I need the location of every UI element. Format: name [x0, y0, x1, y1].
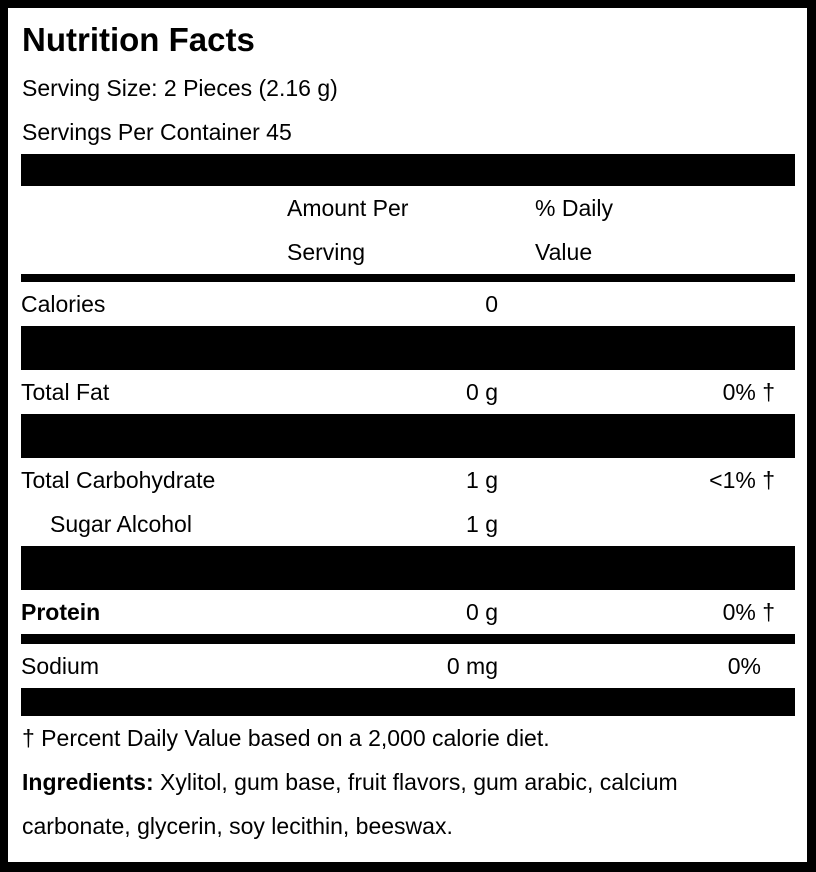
row-total-fat-dv: 0% † — [722, 379, 775, 405]
divider-thick — [21, 154, 795, 186]
row-protein-name: Protein — [21, 599, 101, 625]
nutrition-facts-panel: Nutrition Facts Serving Size: 2 Pieces (… — [8, 8, 807, 862]
row-calories-amount: 0 — [485, 291, 498, 317]
servings-per-container: Servings Per Container 45 — [22, 119, 292, 145]
row-total-carb-dv: <1% † — [709, 467, 775, 493]
row-calories-name: Calories — [21, 291, 106, 317]
divider-thick — [21, 546, 795, 590]
row-protein-amount: 0 g — [466, 599, 498, 625]
label-title: Nutrition Facts — [22, 21, 255, 58]
divider-thick — [21, 326, 795, 370]
row-protein-dv: 0% † — [722, 599, 775, 625]
row-sodium-dv: 0% — [727, 653, 761, 679]
row-sugar-alcohol-name: Sugar Alcohol — [50, 511, 192, 537]
divider-medium — [21, 274, 795, 282]
header-dv-line1: % Daily — [535, 195, 613, 221]
ingredients-line1: Ingredients: Xylitol, gum base, fruit fl… — [22, 768, 678, 796]
row-total-fat-name: Total Fat — [21, 379, 110, 405]
header-amount-line2: Serving — [287, 239, 365, 265]
divider-thick — [21, 414, 795, 458]
serving-size: Serving Size: 2 Pieces (2.16 g) — [22, 75, 338, 101]
row-total-carb-name: Total Carbohydrate — [21, 467, 216, 493]
ingredients-label: Ingredients: — [22, 769, 154, 795]
row-sugar-alcohol-amount: 1 g — [466, 511, 498, 537]
ingredients-line2: carbonate, glycerin, soy lecithin, beesw… — [22, 813, 453, 839]
row-total-carb-amount: 1 g — [466, 467, 498, 493]
ingredients-text-1: Xylitol, gum base, fruit flavors, gum ar… — [153, 769, 678, 795]
row-total-fat-amount: 0 g — [466, 379, 498, 405]
row-sodium-amount: 0 mg — [446, 653, 498, 679]
header-amount-line1: Amount Per — [287, 195, 409, 221]
row-sodium-name: Sodium — [21, 653, 99, 679]
header-dv-line2: Value — [535, 239, 593, 265]
footnote: † Percent Daily Value based on a 2,000 c… — [22, 725, 550, 751]
divider-medium — [21, 634, 795, 644]
divider-thick — [21, 688, 795, 716]
